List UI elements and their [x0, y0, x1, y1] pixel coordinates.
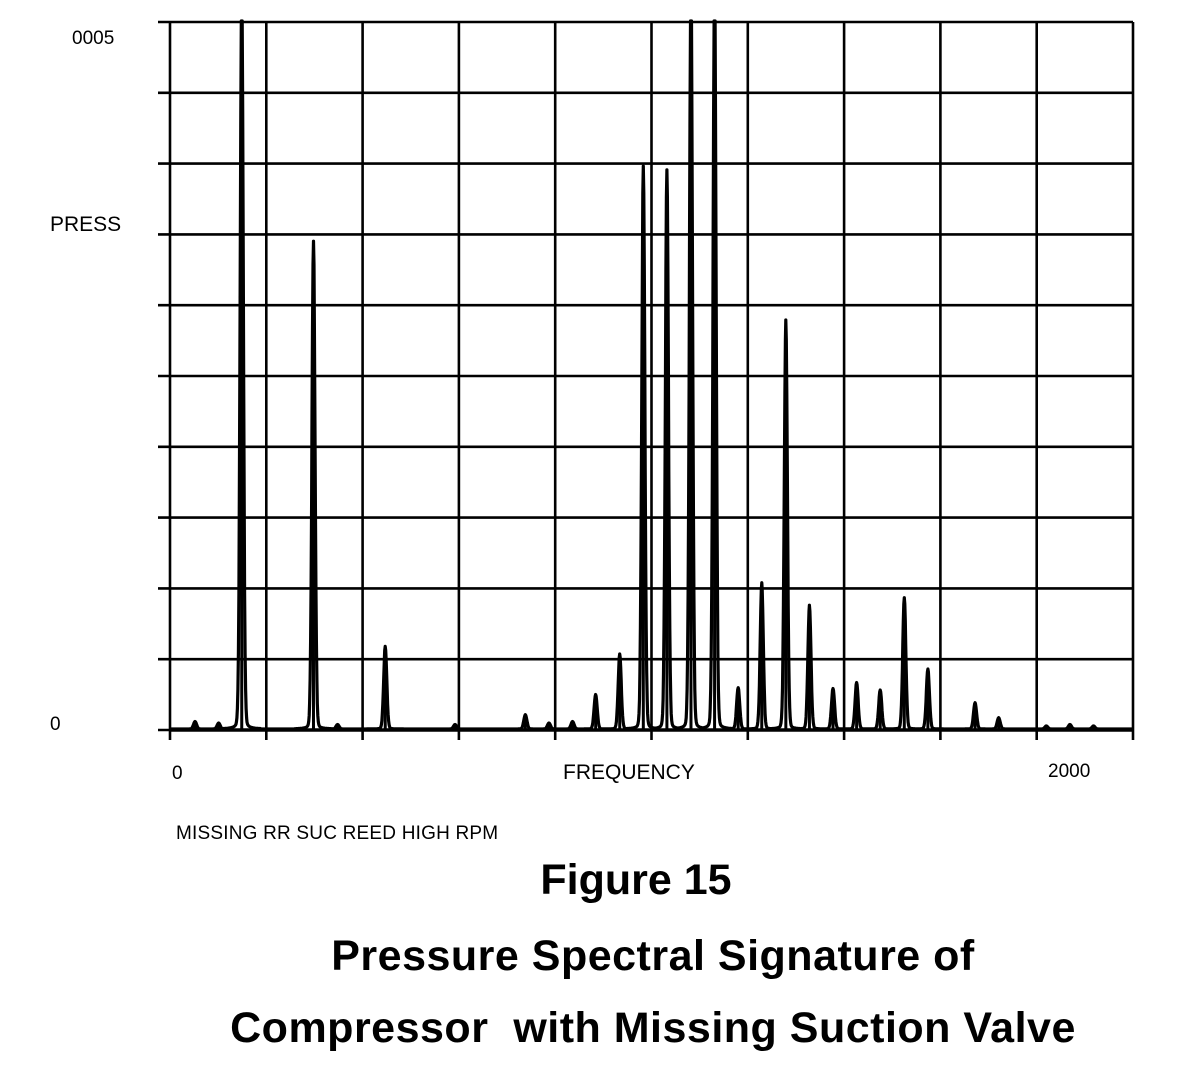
- x-axis-label: FREQUENCY: [563, 761, 695, 784]
- y-tick-label-min: 0: [50, 714, 61, 735]
- chart-caption: MISSING RR SUC REED HIGH RPM: [176, 823, 499, 844]
- figure-title-line-1: Pressure Spectral Signature of: [331, 932, 975, 980]
- y-axis-label: PRESS: [50, 213, 121, 236]
- x-tick-label-min: 0: [172, 763, 183, 784]
- spectrum-chart: 0005 0 PRESS 0 2000 FREQUENCY: [50, 19, 1135, 784]
- peak-markers: [193, 22, 1096, 730]
- y-tick-label-max: 0005: [72, 28, 114, 49]
- figure-title-line-2: Compressor with Missing Suction Valve: [230, 1004, 1076, 1052]
- series-line-pressure-spectrum: [168, 19, 1135, 731]
- x-tick-label-max: 2000: [1048, 761, 1090, 782]
- figure-number: Figure 15: [540, 856, 732, 904]
